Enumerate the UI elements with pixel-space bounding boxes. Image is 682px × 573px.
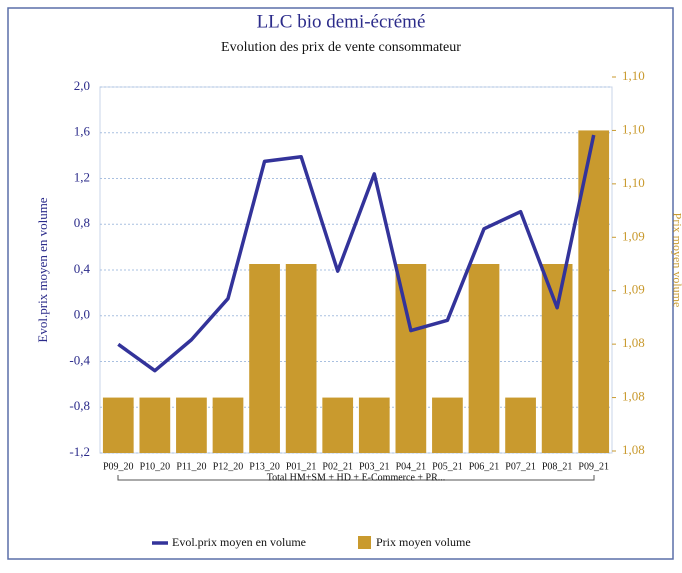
y-axis-label: Evol.prix moyen en volume — [35, 197, 50, 342]
bar — [322, 397, 354, 453]
y2-axis-label: Prix moyen volume — [670, 213, 682, 308]
bar — [395, 264, 427, 453]
y-tick-label: 1,2 — [74, 169, 90, 184]
x-tick-label: P02_21 — [322, 461, 353, 472]
x-tick-label: P10_20 — [140, 461, 171, 472]
legend-swatch — [358, 536, 371, 549]
y-tick-label: -0,4 — [69, 352, 90, 367]
bar — [102, 397, 134, 453]
y-tick-label: -1,2 — [69, 444, 90, 459]
y2-tick-label: 1,09 — [622, 282, 645, 297]
bar — [541, 264, 573, 453]
bar — [432, 397, 463, 453]
x-tick-label: P01_21 — [286, 461, 317, 472]
line — [117, 134, 596, 373]
y-tick-label: 0,8 — [74, 215, 90, 230]
y-tick-label: 0,4 — [74, 261, 91, 276]
y2-tick-label: 1,10 — [622, 175, 645, 190]
x-tick-label: P05_21 — [432, 461, 463, 472]
x-tick-label: P09_21 — [578, 461, 609, 472]
y2-tick-label: 1,08 — [622, 335, 645, 350]
y-tick-label: 0,0 — [74, 307, 90, 322]
bar — [505, 397, 536, 453]
group-bracket — [117, 475, 595, 481]
x-tick-label: P09_20 — [103, 461, 134, 472]
x-tick-label: P03_21 — [359, 461, 390, 472]
group-label: Total HM+SM + HD + E-Commerce + PR... — [267, 472, 446, 483]
y2-tick-label: 1,08 — [622, 389, 645, 404]
x-tick-label: P06_21 — [469, 461, 500, 472]
y2-tick-label: 1,08 — [622, 442, 645, 457]
bar — [139, 397, 171, 453]
y-tick-label: 2,0 — [74, 78, 90, 93]
x-tick-label: P11_20 — [176, 461, 206, 472]
x-tick-label: P12_20 — [213, 461, 244, 472]
x-tick-label: P04_21 — [396, 461, 427, 472]
bar — [249, 264, 280, 453]
bar — [285, 264, 317, 453]
bar — [468, 264, 500, 453]
bar — [212, 397, 244, 453]
chart-subtitle: Evolution des prix de vente consommateur — [221, 40, 461, 55]
legend-label: Evol.prix moyen en volume — [172, 535, 306, 549]
chart-title: LLC bio demi-écrémé — [257, 11, 426, 32]
y2-tick-label: 1,10 — [622, 121, 645, 136]
x-tick-label: P08_21 — [542, 461, 573, 472]
x-tick-label: P13_20 — [249, 461, 280, 472]
bar — [176, 397, 207, 453]
y-tick-label: 1,6 — [74, 124, 91, 139]
y2-tick-label: 1,09 — [622, 228, 645, 243]
x-tick-label: P07_21 — [505, 461, 536, 472]
y-tick-label: -0,8 — [69, 398, 90, 413]
legend-label: Prix moyen volume — [376, 535, 471, 549]
y2-tick-label: 1,10 — [622, 68, 645, 83]
bar — [358, 397, 390, 453]
